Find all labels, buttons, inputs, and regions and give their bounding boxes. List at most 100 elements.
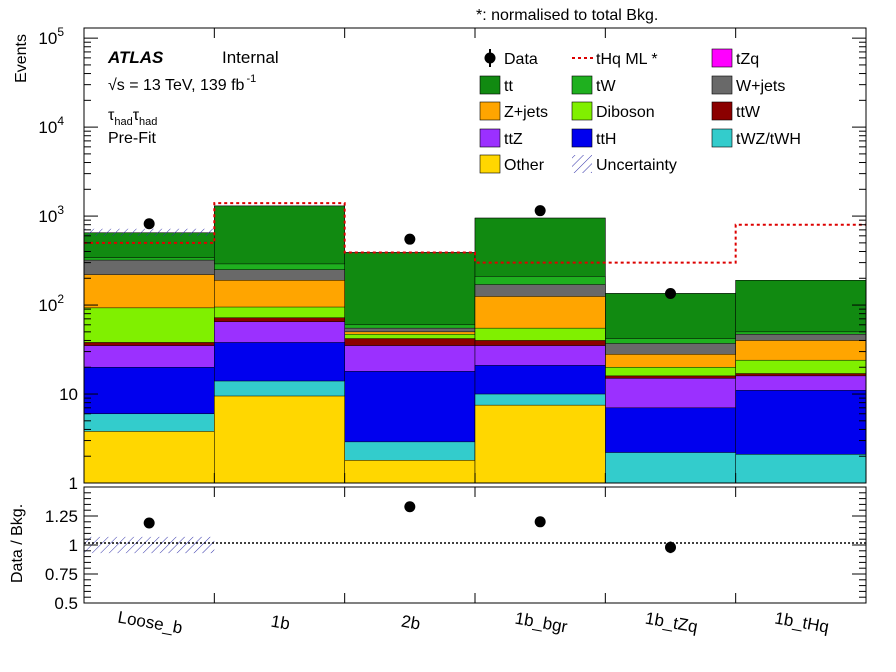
y-tick-label: 10 (59, 385, 78, 404)
x-tick-label-1b: 1b (269, 612, 291, 634)
stacked-bars (84, 205, 866, 483)
legend-thq-ml: tHq ML * (572, 51, 658, 68)
legend-tw: tW (571, 75, 616, 95)
legend-ttw: ttW (711, 101, 761, 121)
y-tick-base: 10 (38, 207, 57, 226)
legend-w-jets-label: W+jets (736, 78, 785, 95)
legend-w-jets-swatch (711, 75, 733, 95)
ratio-tick-label: 1.25 (45, 507, 78, 526)
y-tick-exponent: 5 (57, 25, 64, 39)
ratio-tick-label: 1 (69, 536, 78, 555)
y-tick-label: 103 (38, 203, 64, 226)
legend-other: Other (479, 154, 545, 174)
data-point-1b-tzq (665, 287, 676, 299)
y-tick-exponent: 2 (57, 292, 64, 306)
experiment-label: ATLAS (107, 48, 164, 67)
ratio-tick-label: 0.75 (45, 565, 78, 584)
legend-z-jets-label: Z+jets (504, 104, 548, 121)
legend-twz-twh: tWZ/tWH (711, 128, 801, 148)
bar-twz-twh-1b-thq (735, 454, 866, 483)
signal-line (84, 202, 866, 264)
y-tick-base: 1 (69, 474, 78, 493)
stage-label: Pre-Fit (108, 130, 157, 147)
x-tick-label-loose-b: Loose_b (116, 608, 184, 638)
ratio-point-2b (404, 501, 416, 513)
y-tick-label: 105 (38, 25, 64, 48)
legend-diboson-swatch (571, 101, 593, 121)
data-point-loose-b (143, 218, 155, 230)
ratio-tick-label: 0.5 (54, 594, 78, 613)
channel-tau-1: τ (108, 107, 115, 124)
y-tick-exponent: 3 (57, 203, 64, 217)
lumi-exponent: -1 (246, 73, 256, 85)
legend-diboson: Diboson (571, 101, 655, 121)
ratio-y-axis-label: Data / Bkg. (9, 504, 26, 583)
ratio-point-1b-tzq (665, 541, 676, 553)
channel-sub-1: had (114, 116, 132, 128)
ratio-point-1b-bgr (534, 516, 546, 528)
y-tick-exponent: 4 (57, 114, 64, 128)
legend-w-jets: W+jets (711, 75, 785, 95)
legend-tzq: tZq (711, 48, 759, 68)
signal-step-line (84, 202, 866, 264)
x-tick-label-1b-thq: 1b_tHq (773, 608, 830, 636)
legend-ttz: ttZ (479, 128, 523, 148)
legend: Data tt Z+jets ttZ Other tHq ML * tW Diboson ttH… (479, 48, 801, 174)
legend-tth-swatch (571, 128, 593, 148)
data-point-1b-bgr (534, 205, 546, 217)
channel-sub-2: had (139, 116, 157, 128)
legend-thq-ml-label: tHq ML * (596, 51, 658, 68)
legend-ttz-label: ttZ (504, 131, 523, 148)
legend-tth-label: ttH (596, 131, 616, 148)
channel-label: τhadτhad (108, 107, 157, 128)
ratio-points (143, 501, 676, 554)
y-axis-label: Events (13, 34, 30, 83)
bar-other-2b (344, 460, 476, 483)
data-point-2b (404, 233, 416, 245)
y-tick-label: 102 (38, 292, 64, 315)
energy-lumi-text: √s = 13 TeV, 139 fb (108, 77, 245, 94)
legend-z-jets: Z+jets (479, 101, 548, 121)
channel-tau-2: τ (133, 107, 140, 124)
legend-tt: tt (479, 75, 513, 95)
uncertainty-band (84, 228, 215, 236)
x-tick-label-1b-tzq: 1b_tZq (644, 609, 699, 637)
normalisation-note: *: normalised to total Bkg. (476, 7, 658, 24)
energy-lumi-label: √s = 13 TeV, 139 fb -1 (108, 73, 256, 94)
legend-tzq-label: tZq (736, 51, 759, 68)
legend-twz-twh-swatch (711, 128, 733, 148)
legend-tzq-swatch (711, 48, 733, 68)
y-tick-base: 10 (38, 118, 57, 137)
legend-other-swatch (479, 154, 501, 174)
legend-tth: ttH (571, 128, 616, 148)
ratio-point-loose-b (143, 517, 155, 529)
legend-data-label: Data (504, 51, 538, 68)
x-tick-label-2b: 2b (400, 612, 422, 634)
y-tick-base: 10 (59, 385, 78, 404)
legend-tw-swatch (571, 75, 593, 95)
bar-other-1b (214, 395, 345, 483)
ratio-y-axis: 0.5 0.75 1 1.25 (45, 486, 866, 613)
legend-tt-label: tt (504, 78, 513, 95)
legend-uncertainty-swatch (572, 155, 592, 173)
y-tick-label: 1 (69, 474, 78, 493)
y-tick-label: 104 (38, 114, 64, 137)
x-tick-label-1b-bgr: 1b_bgr (513, 609, 569, 637)
legend-ttw-swatch (711, 101, 733, 121)
status-label: Internal (222, 48, 279, 67)
legend-twz-twh-label: tWZ/tWH (736, 131, 801, 148)
legend-tt-swatch (479, 75, 501, 95)
legend-uncertainty-label: Uncertainty (596, 157, 677, 174)
legend-tw-label: tW (596, 78, 616, 95)
legend-other-label: Other (504, 157, 545, 174)
legend-ttw-label: ttW (736, 104, 761, 121)
bar-twz-twh-1b-tzq (605, 452, 736, 483)
legend-ttz-swatch (479, 128, 501, 148)
data-points (143, 205, 676, 299)
y-tick-base: 10 (38, 29, 57, 48)
legend-z-jets-swatch (479, 101, 501, 121)
legend-uncertainty: Uncertainty (572, 155, 677, 174)
legend-data: Data (484, 49, 538, 68)
